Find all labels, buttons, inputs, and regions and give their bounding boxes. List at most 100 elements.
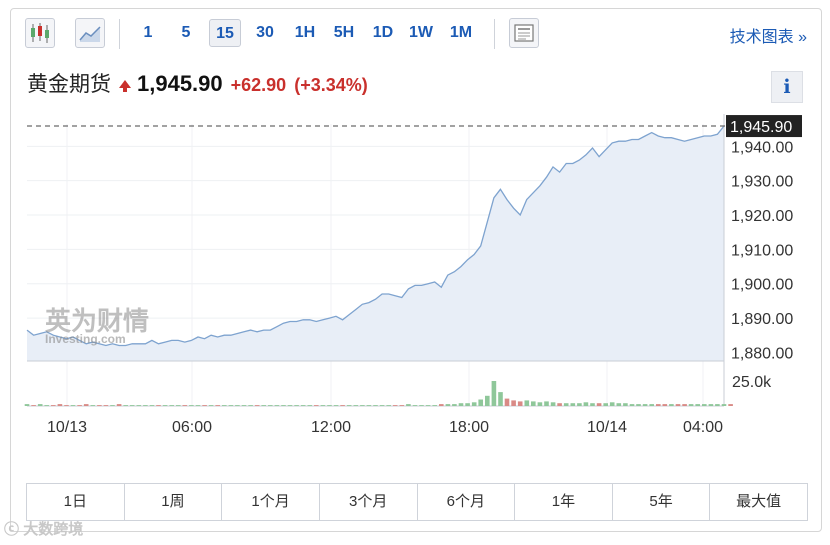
y-tick-label: 1,940.00 [731,139,793,156]
current-price-badge [726,115,802,138]
y-tick-label: 1,890.00 [731,311,793,328]
interval-button-30[interactable]: 30 [256,24,274,41]
toolbar-divider [494,19,495,49]
range-button-5[interactable]: 1年 [515,484,613,520]
volume-bar [458,403,464,406]
volume-bar [222,405,227,406]
volume-bar [228,405,234,406]
interval-button-1m[interactable]: 1M [449,24,473,41]
volume-bar [70,405,76,406]
volume-bar [465,403,470,406]
volume-bar [570,403,576,406]
x-tick-label: 04:00 [683,419,723,436]
watermark-cn: 英为财情 [45,307,149,337]
volume-bar [37,404,43,406]
info-button[interactable]: i [771,71,803,103]
volume-bar [721,404,727,406]
volume-bar [550,402,556,406]
volume-bar [274,405,280,406]
interval-button-1[interactable]: 1 [143,24,153,41]
volume-bar [202,405,207,406]
volume-bar [649,404,654,406]
volume-bar [504,398,510,406]
last-price: 1,945.90 [137,71,223,96]
volume-bar [31,405,36,406]
volume-bar [478,399,483,406]
volume-bar [531,401,536,406]
x-tick-label: 12:00 [311,419,351,436]
volume-bar [24,404,30,406]
range-button-7[interactable]: 最大值 [736,493,782,510]
volume-bar [169,405,174,406]
volume-bar [445,404,451,406]
quote-header: 黄金期货 1,945.90 +62.90 (+3.34%) [27,69,376,99]
interval-button-5[interactable]: 5 [181,24,191,41]
area-chart-icon[interactable] [75,18,105,48]
volume-bar [353,405,359,406]
range-button-2[interactable]: 1个月 [222,484,320,520]
volume-bar [90,405,96,406]
volume-bar [623,403,628,406]
volume-bar [498,392,503,406]
news-panel-icon[interactable] [509,18,539,48]
volume-bar [268,405,273,406]
volume-bar [346,405,352,406]
interval-button-1d[interactable]: 1D [372,24,394,41]
volume-bar [642,404,648,406]
interval-button-5h[interactable]: 5H [333,24,355,41]
volume-bar [675,404,681,406]
y-tick-label: 1,920.00 [731,208,793,225]
technical-chart-label: 技术图表 [729,29,794,46]
volume-bar [149,405,155,406]
y-tick-label: 1,930.00 [731,174,793,191]
volume-bar [511,400,516,406]
volume-bar [294,405,299,406]
footer-watermark: ⓒ 大数跨境 [4,518,83,539]
range-button-0[interactable]: 1日 [27,484,125,520]
toolbar: 1 5 15 30 1H 5H 1D 1W 1M 技术图表 » [11,9,821,57]
volume-bar [425,405,431,406]
volume-bar [682,404,687,406]
volume-bar [281,405,286,406]
volume-bar [629,404,635,406]
y-tick-label: 1,910.00 [731,242,793,259]
volume-bar [333,405,339,406]
range-button-4[interactable]: 6个月 [418,484,516,520]
volume-bar [176,405,181,406]
x-tick-label: 10/14 [587,419,627,436]
volume-bar [688,404,694,406]
range-button-3[interactable]: 3个月 [320,484,418,520]
technical-chart-link[interactable]: 技术图表 » [730,23,807,47]
double-chevron-right-icon: » [798,29,807,46]
volume-bar [51,405,56,406]
volume-bar [287,405,293,406]
volume-bar [603,403,608,406]
interval-button-15[interactable]: 15 [209,19,241,47]
interval-button-1h[interactable]: 1H [294,24,316,41]
volume-bar [182,405,188,406]
price-change: +62.90 [230,75,287,95]
volume-bar [64,405,69,406]
volume-bar [215,405,220,406]
volume-bar [103,405,109,406]
volume-bar [419,405,424,406]
interval-button-1w[interactable]: 1W [409,24,433,41]
volume-bar [241,405,247,406]
candlestick-chart-icon[interactable] [25,18,55,48]
volume-bar [491,381,497,406]
range-button-1[interactable]: 1周 [125,484,223,520]
volume-bar [340,405,345,406]
volume-bar [110,405,115,406]
volume-bar [314,405,319,406]
current-price-label: 1,945.90 [730,119,792,136]
volume-bar [77,405,82,406]
x-tick-label: 18:00 [449,419,489,436]
volume-bar [83,404,89,406]
volume-bar [129,405,135,406]
volume-bar [485,395,490,406]
volume-bar [300,405,306,406]
volume-bar [432,405,437,406]
volume-bar [596,403,602,406]
volume-bar [123,405,128,406]
range-button-6[interactable]: 5年 [613,484,711,520]
